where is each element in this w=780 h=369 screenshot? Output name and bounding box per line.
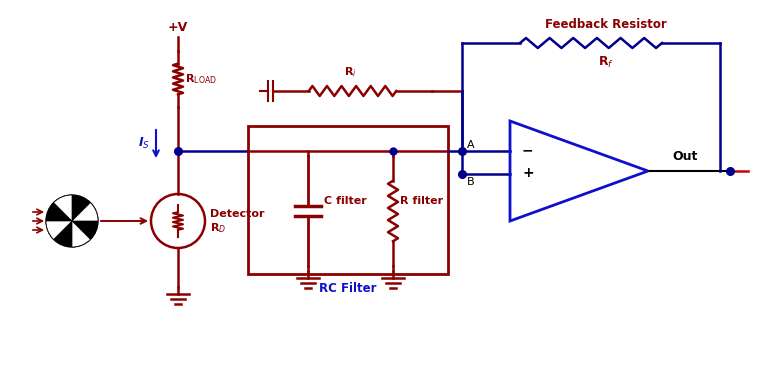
Text: R$_{\rm LOAD}$: R$_{\rm LOAD}$ [185,72,217,86]
Text: R filter: R filter [400,196,443,206]
Text: R$_i$: R$_i$ [344,65,356,79]
Wedge shape [72,221,90,247]
Text: B: B [467,177,474,187]
Text: A: A [467,140,474,150]
Text: I$_S$: I$_S$ [138,135,150,151]
Text: +V: +V [168,21,188,34]
Text: +: + [522,166,534,180]
Text: Detector: Detector [210,209,264,219]
Text: Out: Out [672,150,698,163]
Text: RC Filter: RC Filter [319,282,377,295]
Circle shape [46,195,98,247]
Text: C filter: C filter [324,196,367,206]
Text: −: − [522,143,534,157]
Text: R$_D$: R$_D$ [210,221,226,235]
Text: R$_f$: R$_f$ [598,55,614,70]
Text: Feedback Resistor: Feedback Resistor [545,18,667,31]
Wedge shape [72,203,98,221]
Wedge shape [46,221,72,239]
Wedge shape [54,195,72,221]
